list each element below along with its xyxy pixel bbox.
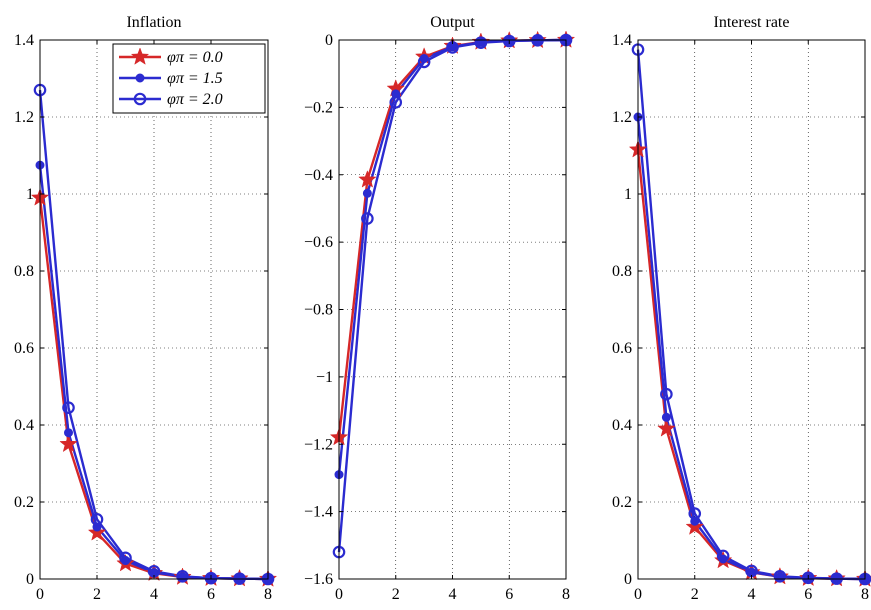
data-point-series-3 [90, 513, 104, 526]
x-tick-label: 6 [207, 586, 215, 603]
y-tick-label: −1.2 [304, 436, 333, 453]
chart-panel-3: 0 2 4 6 8 0 0.2 0.4 0.6 0.8 1 1.2 1.4 Interest rate [612, 14, 871, 603]
data-point-series-1 [358, 170, 377, 188]
chart-panel-2: 0 2 4 6 8 −1.6 −1.4 −1.2 −1 −0.8 −0.6 −0.4 −0.2 0 Outp… [304, 14, 576, 603]
y-tick-label: 1 [624, 186, 632, 203]
x-tick-label: 2 [93, 586, 101, 603]
data-point-series-3 [361, 212, 374, 225]
x-tick-label: 0 [36, 586, 44, 603]
x-tick-label: 4 [449, 586, 457, 603]
data-point-series-1 [59, 434, 78, 453]
y-tick-label: −0.6 [304, 234, 333, 251]
y-tick-label: 1 [26, 186, 34, 203]
y-tick-label: −0.4 [304, 167, 333, 184]
legend-swatch-marker [135, 73, 145, 83]
data-point-series-2 [362, 188, 372, 198]
y-tick-label: 0.2 [612, 494, 632, 511]
y-tick-label: 0 [26, 571, 34, 588]
data-point-series-2 [661, 412, 671, 422]
data-point-series-3 [474, 36, 488, 49]
x-tick-label: 0 [634, 586, 642, 603]
legend-label: φπ = 0.0 [167, 49, 223, 66]
y-tick-label: 1.4 [612, 32, 632, 49]
data-point-series-1 [685, 517, 704, 535]
y-tick-label: 0 [325, 32, 333, 49]
data-point-series-3 [62, 401, 75, 414]
y-tick-label: −0.8 [304, 302, 333, 319]
x-tick-label: 6 [804, 586, 812, 603]
y-tick-label: 1.2 [14, 109, 34, 126]
legend-swatch-marker [130, 47, 150, 65]
plot-area [638, 40, 865, 579]
y-tick-label: 1.4 [14, 32, 34, 49]
x-tick-label: 4 [748, 586, 756, 603]
x-tick-label: 2 [691, 586, 699, 603]
data-point-series-3 [745, 564, 758, 578]
legend-label: φπ = 1.5 [167, 70, 223, 87]
y-tick-label: 0.6 [14, 340, 34, 357]
y-tick-label: 0.4 [14, 417, 34, 434]
data-point-series-3 [417, 55, 431, 69]
y-tick-label: −1 [316, 369, 333, 386]
data-point-series-3 [801, 571, 815, 585]
chart-title: Output [430, 14, 475, 31]
data-point-series-2 [64, 428, 73, 438]
data-point-series-1 [87, 523, 107, 541]
y-tick-label: 0.8 [612, 263, 632, 280]
data-point-series-3 [716, 549, 730, 563]
chart-title: Inflation [126, 14, 181, 31]
x-tick-label: 4 [150, 586, 158, 603]
plot-area [40, 40, 268, 579]
x-tick-label: 2 [392, 586, 400, 603]
legend-label: φπ = 2.0 [167, 91, 223, 108]
x-tick-label: 0 [335, 586, 343, 603]
x-tick-label: 6 [505, 586, 513, 603]
y-tick-label: −1.4 [304, 504, 333, 521]
y-tick-label: 0.4 [612, 417, 632, 434]
x-tick-label: 8 [264, 586, 272, 603]
data-point-series-3 [389, 96, 403, 109]
legend: φπ = 0.0 φπ = 1.5 φπ = 2.0 [112, 43, 266, 114]
x-tick-label: 8 [562, 586, 570, 603]
legend-swatch-marker [133, 92, 147, 106]
y-tick-label: 0.8 [14, 263, 34, 280]
x-tick-label: 8 [861, 586, 869, 603]
y-tick-label: 1.2 [612, 109, 632, 126]
y-tick-label: 0 [624, 571, 632, 588]
data-point-series-3 [502, 34, 516, 48]
data-point-series-3 [147, 564, 161, 578]
data-point-series-3 [119, 551, 132, 565]
chart-title: Interest rate [714, 14, 790, 31]
data-point-series-3 [660, 387, 673, 401]
y-tick-label: 0.2 [14, 494, 34, 511]
data-point-series-3 [204, 571, 218, 585]
data-point-series-3 [688, 507, 702, 520]
y-tick-label: −0.2 [304, 99, 333, 116]
y-tick-label: 0.6 [612, 340, 632, 357]
data-point-series-1 [657, 419, 676, 437]
chart-panel-1: 0 2 4 6 8 0 0.2 0.4 0.6 0.8 1 1.2 1.4 Inflation φπ = 0… [14, 14, 278, 603]
data-point-series-3 [773, 570, 787, 583]
y-tick-label: −1.6 [304, 571, 333, 588]
plot-area [339, 40, 566, 579]
data-point-series-3 [176, 570, 189, 583]
